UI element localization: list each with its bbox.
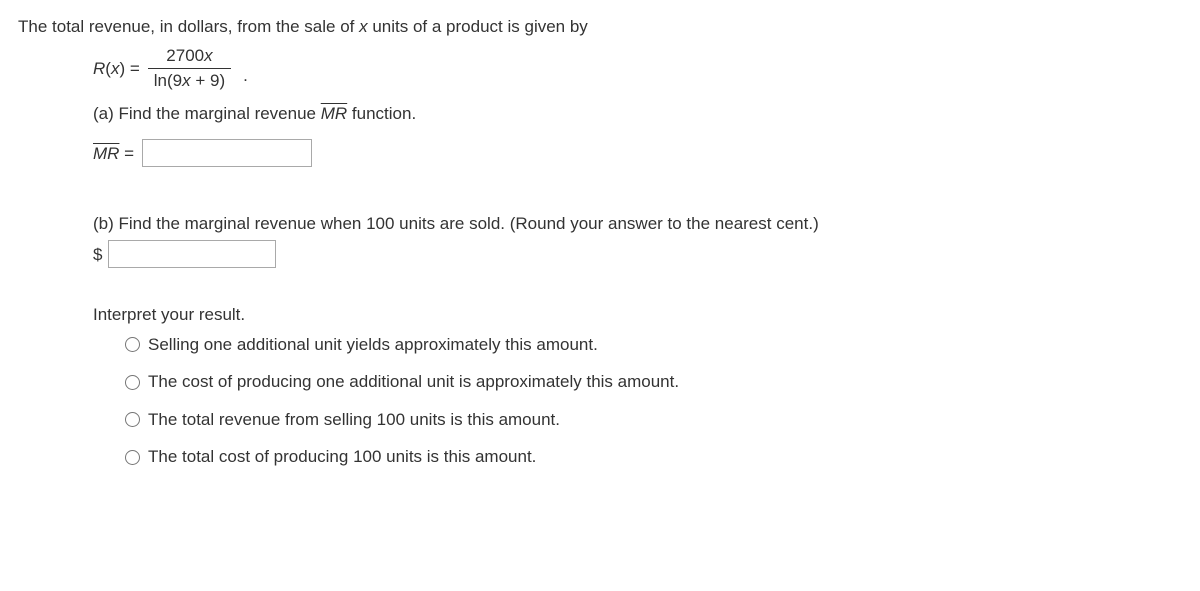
part-a-prompt: (a) Find the marginal revenue MR functio… <box>93 99 1182 127</box>
part-a-before: (a) Find the marginal revenue <box>93 104 321 123</box>
mr-answer-row: MR = <box>93 139 1182 167</box>
dollar-answer-row: $ <box>93 240 1182 268</box>
eqn-close-eq: ) = <box>119 59 139 78</box>
mr-function-input[interactable] <box>142 139 312 167</box>
eqn-denominator: ln(9x + 9) <box>148 68 231 91</box>
interpret-label-1: The cost of producing one additional uni… <box>148 369 679 395</box>
interpret-radio-1[interactable] <box>125 375 140 390</box>
eqn-lhs: R(x) = <box>93 56 140 82</box>
interpret-option-2: The total revenue from selling 100 units… <box>125 407 1182 433</box>
eqn-fraction: 2700x ln(9x + 9) <box>148 46 231 92</box>
interpret-label-3: The total cost of producing 100 units is… <box>148 444 536 470</box>
interpret-label-2: The total revenue from selling 100 units… <box>148 407 560 433</box>
interpret-options: Selling one additional unit yields appro… <box>125 332 1182 470</box>
mr-value-input[interactable] <box>108 240 276 268</box>
interpret-radio-0[interactable] <box>125 337 140 352</box>
part-b-prompt: (b) Find the marginal revenue when 100 u… <box>93 211 1182 237</box>
interpret-radio-2[interactable] <box>125 412 140 427</box>
problem-intro: The total revenue, in dollars, from the … <box>18 14 1182 40</box>
mr-equals: = <box>119 144 134 163</box>
eqn-period: . <box>243 63 248 92</box>
dollar-sign: $ <box>93 242 102 268</box>
intro-suffix: units of a product is given by <box>368 17 588 36</box>
interpret-title: Interpret your result. <box>93 302 1182 328</box>
interpret-label-0: Selling one additional unit yields appro… <box>148 332 598 358</box>
eqn-numerator: 2700x <box>160 46 218 68</box>
interpret-section: Interpret your result. Selling one addit… <box>93 302 1182 470</box>
interpret-radio-3[interactable] <box>125 450 140 465</box>
intro-variable: x <box>359 17 368 36</box>
intro-prefix: The total revenue, in dollars, from the … <box>18 17 359 36</box>
part-b-section: (b) Find the marginal revenue when 100 u… <box>93 211 1182 269</box>
part-a-after: function. <box>347 104 416 123</box>
mr-symbol-a: MR <box>321 99 347 127</box>
den-tail: + 9) <box>191 71 226 90</box>
num-coef: 2700 <box>166 46 204 65</box>
mr-symbol: MR <box>93 139 119 167</box>
mr-label: MR = <box>93 139 134 167</box>
interpret-option-1: The cost of producing one additional uni… <box>125 369 1182 395</box>
interpret-option-3: The total cost of producing 100 units is… <box>125 444 1182 470</box>
num-var: x <box>204 46 213 65</box>
revenue-equation: R(x) = 2700x ln(9x + 9) . <box>93 46 1182 92</box>
den-var: x <box>182 71 191 90</box>
den-ln: ln(9 <box>154 71 182 90</box>
eqn-fn: R <box>93 59 105 78</box>
interpret-option-0: Selling one additional unit yields appro… <box>125 332 1182 358</box>
